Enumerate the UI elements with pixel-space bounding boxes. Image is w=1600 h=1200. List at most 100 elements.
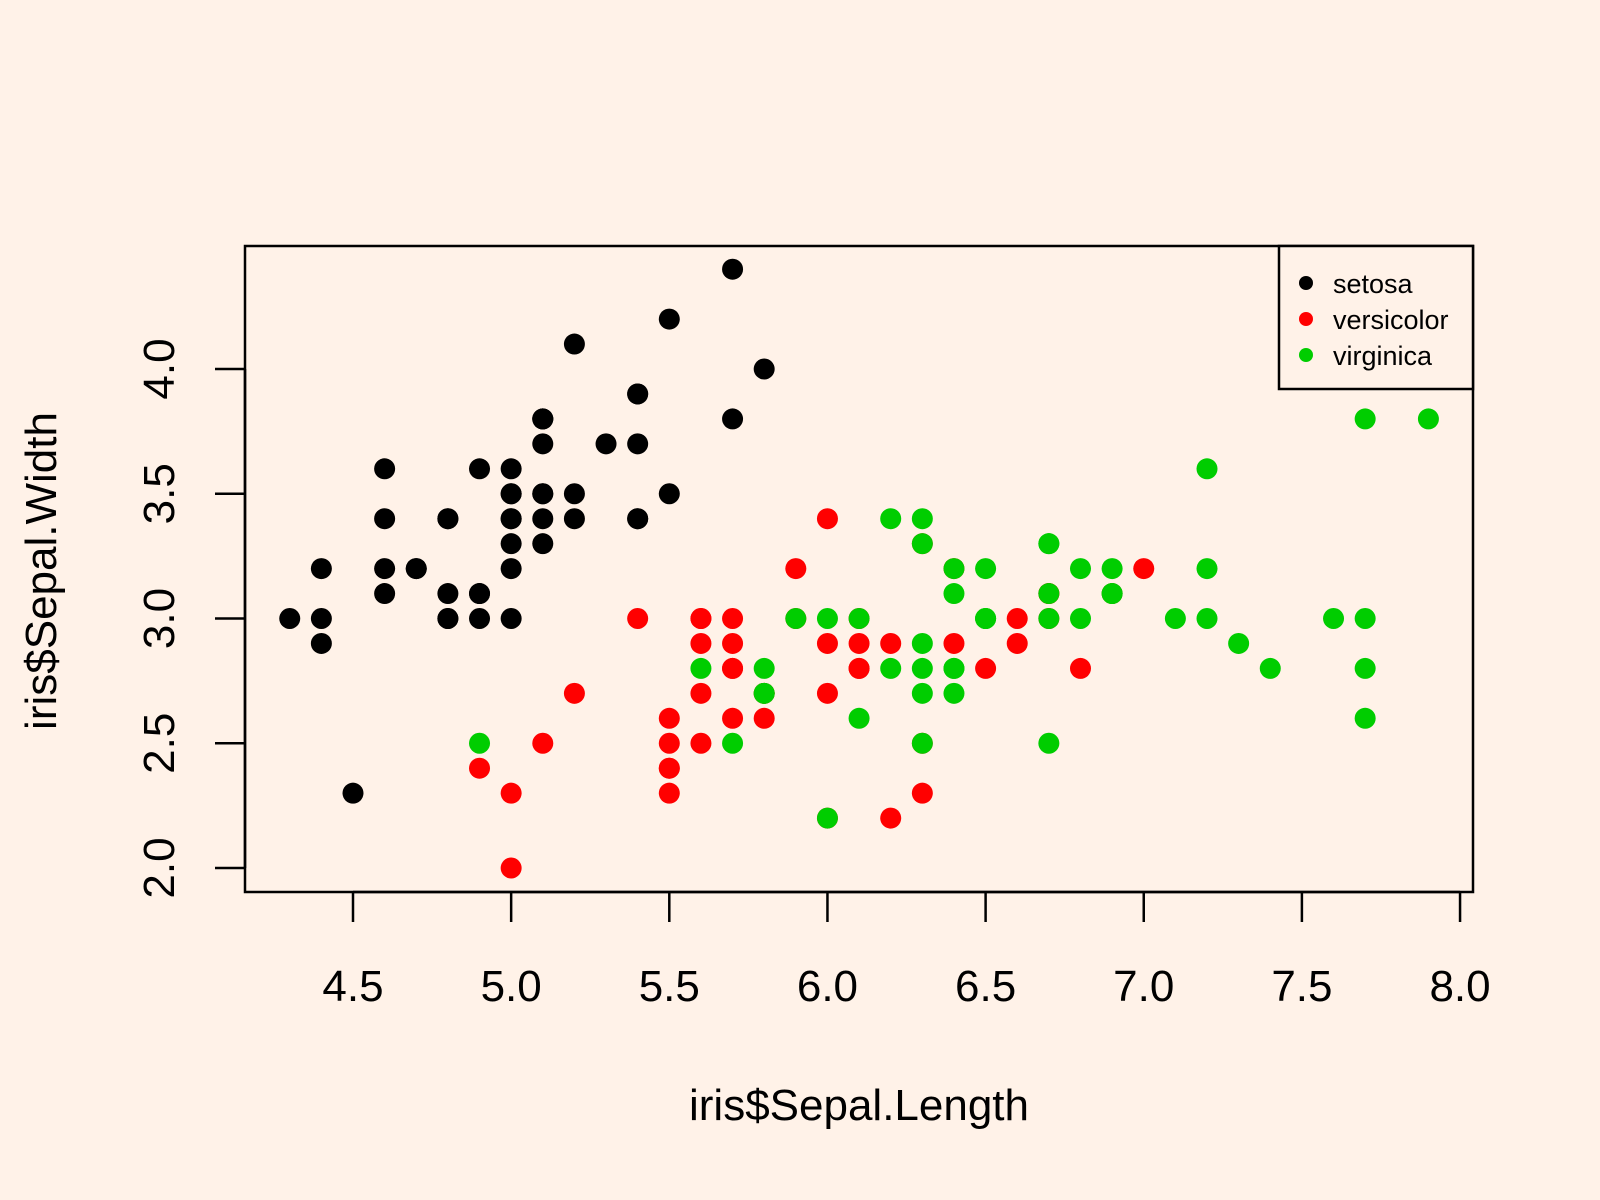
point-virginica bbox=[848, 608, 870, 629]
point-setosa bbox=[627, 433, 649, 455]
point-versicolor bbox=[690, 632, 712, 654]
point-setosa bbox=[374, 508, 396, 530]
point-setosa bbox=[310, 558, 332, 580]
point-virginica bbox=[1196, 558, 1218, 580]
point-versicolor bbox=[1006, 632, 1028, 654]
point-virginica bbox=[1038, 608, 1060, 629]
points-layer bbox=[279, 258, 1439, 879]
point-setosa bbox=[310, 632, 332, 654]
point-versicolor bbox=[1006, 608, 1028, 629]
point-virginica bbox=[943, 583, 965, 605]
x-tick-label: 8.0 bbox=[1429, 962, 1490, 1011]
point-virginica bbox=[1101, 583, 1123, 605]
point-virginica bbox=[848, 707, 870, 729]
point-setosa bbox=[437, 608, 459, 629]
point-setosa bbox=[627, 508, 649, 530]
point-versicolor bbox=[690, 682, 712, 704]
point-versicolor bbox=[690, 732, 712, 754]
point-versicolor bbox=[785, 558, 807, 580]
point-setosa bbox=[563, 483, 585, 505]
point-setosa bbox=[563, 333, 585, 355]
point-setosa bbox=[532, 483, 554, 505]
point-virginica bbox=[690, 657, 712, 679]
point-setosa bbox=[532, 533, 554, 555]
x-tick-label: 6.5 bbox=[955, 962, 1016, 1011]
point-virginica bbox=[911, 533, 933, 555]
point-setosa bbox=[595, 433, 617, 455]
point-setosa bbox=[374, 458, 396, 480]
point-virginica bbox=[785, 608, 807, 629]
point-versicolor bbox=[1069, 657, 1091, 679]
point-virginica bbox=[975, 608, 997, 629]
point-versicolor bbox=[975, 657, 997, 679]
point-virginica bbox=[1354, 657, 1376, 679]
y-tick-label: 4.0 bbox=[135, 338, 184, 399]
point-versicolor bbox=[658, 782, 680, 804]
point-versicolor bbox=[848, 632, 870, 654]
x-axis: 4.5 5.0 5.5 6.0 6.5 7.0 7.5 8.0 bbox=[322, 890, 1491, 1011]
point-versicolor bbox=[722, 632, 744, 654]
x-tick-label: 5.5 bbox=[639, 962, 700, 1011]
point-versicolor bbox=[658, 732, 680, 754]
point-versicolor bbox=[1133, 558, 1155, 580]
point-setosa bbox=[500, 558, 522, 580]
point-virginica bbox=[1038, 732, 1060, 754]
point-virginica bbox=[1228, 632, 1250, 654]
point-virginica bbox=[1196, 458, 1218, 480]
point-versicolor bbox=[469, 757, 491, 779]
point-setosa bbox=[563, 508, 585, 530]
point-virginica bbox=[816, 608, 838, 629]
y-tick-label: 2.0 bbox=[135, 837, 184, 898]
point-virginica bbox=[943, 657, 965, 679]
point-setosa bbox=[500, 458, 522, 480]
point-versicolor bbox=[753, 707, 775, 729]
point-setosa bbox=[469, 583, 491, 605]
x-tick-label: 4.5 bbox=[322, 962, 383, 1011]
legend-marker-setosa bbox=[1299, 276, 1313, 290]
point-versicolor bbox=[563, 682, 585, 704]
point-versicolor bbox=[500, 782, 522, 804]
point-setosa bbox=[405, 558, 427, 580]
point-virginica bbox=[1101, 558, 1123, 580]
point-virginica bbox=[911, 508, 933, 530]
point-versicolor bbox=[848, 657, 870, 679]
point-virginica bbox=[1323, 608, 1345, 629]
point-virginica bbox=[1259, 657, 1281, 679]
point-setosa bbox=[279, 608, 301, 629]
point-setosa bbox=[500, 608, 522, 629]
point-setosa bbox=[437, 508, 459, 530]
point-setosa bbox=[469, 458, 491, 480]
point-virginica bbox=[880, 657, 902, 679]
point-virginica bbox=[911, 682, 933, 704]
point-virginica bbox=[1038, 583, 1060, 605]
point-versicolor bbox=[690, 608, 712, 629]
legend-marker-versicolor bbox=[1299, 312, 1313, 326]
point-setosa bbox=[437, 583, 459, 605]
y-tick-label: 3.0 bbox=[135, 588, 184, 649]
point-virginica bbox=[911, 732, 933, 754]
point-versicolor bbox=[880, 632, 902, 654]
point-virginica bbox=[1354, 707, 1376, 729]
point-setosa bbox=[374, 583, 396, 605]
point-versicolor bbox=[532, 732, 554, 754]
point-virginica bbox=[1196, 608, 1218, 629]
point-setosa bbox=[500, 483, 522, 505]
legend-label-virginica: virginica bbox=[1333, 341, 1433, 371]
point-virginica bbox=[880, 508, 902, 530]
y-axis-label: iris$Sepal.Width bbox=[17, 412, 66, 730]
point-setosa bbox=[532, 508, 554, 530]
point-versicolor bbox=[627, 608, 649, 629]
y-tick-label: 2.5 bbox=[135, 713, 184, 774]
x-tick-label: 6.0 bbox=[797, 962, 858, 1011]
point-virginica bbox=[753, 657, 775, 679]
point-virginica bbox=[816, 807, 838, 829]
point-setosa bbox=[342, 782, 364, 804]
point-versicolor bbox=[943, 632, 965, 654]
point-virginica bbox=[1038, 533, 1060, 555]
point-setosa bbox=[658, 308, 680, 330]
point-versicolor bbox=[722, 707, 744, 729]
y-axis: 2.0 2.5 3.0 3.5 4.0 bbox=[135, 338, 247, 899]
point-virginica bbox=[753, 682, 775, 704]
point-setosa bbox=[722, 408, 744, 430]
